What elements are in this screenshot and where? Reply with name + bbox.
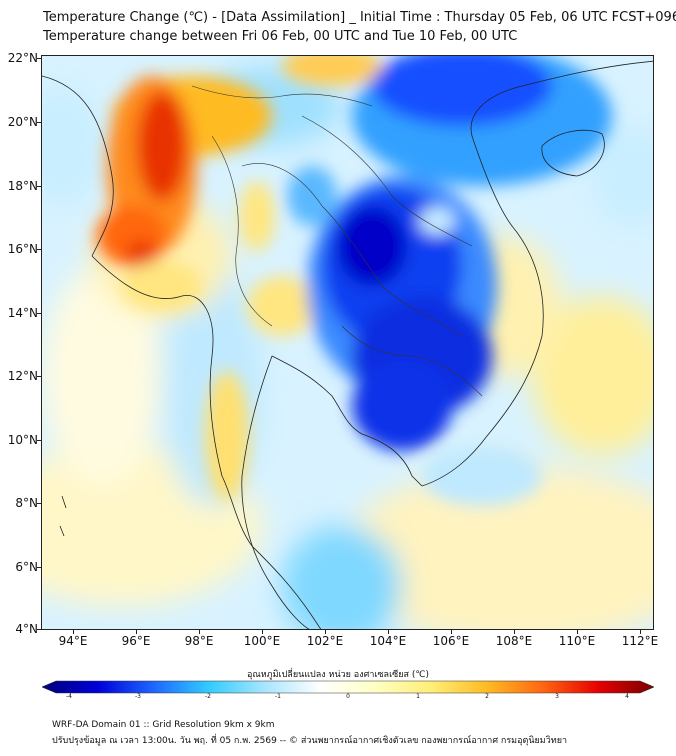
vietnam-coast (421, 60, 653, 487)
border-china (191, 85, 373, 107)
colorbar-tick: 2 (485, 693, 489, 700)
coastlines (42, 60, 653, 629)
lon-tick (136, 630, 137, 634)
lat-tick (37, 122, 41, 123)
lon-tick (262, 630, 263, 634)
lon-tick (640, 630, 641, 634)
lon-tick (514, 630, 515, 634)
lon-label: 96°E (121, 634, 151, 648)
lat-label: 8°N (15, 496, 38, 510)
colorbar-tick: 1 (416, 693, 420, 700)
colorbar-tick: 0 (346, 693, 350, 700)
lat-tick (37, 440, 41, 441)
lon-tick (199, 630, 200, 634)
lon-tick (388, 630, 389, 634)
lat-tick (37, 58, 41, 59)
lon-tick (451, 630, 452, 634)
lon-label: 98°E (184, 634, 214, 648)
lat-label: 14°N (7, 306, 38, 320)
bangladesh-myanmar-coast (42, 75, 114, 257)
border-cambodia (341, 325, 483, 397)
lat-label: 10°N (7, 433, 38, 447)
lat-label: 12°N (7, 369, 38, 383)
temperature-change-map (42, 56, 653, 629)
lat-tick (37, 249, 41, 250)
colorbar-tick: -4 (66, 693, 72, 700)
border-laos-vietnam (301, 115, 473, 247)
lon-label: 108°E (495, 634, 533, 648)
colorbar (41, 679, 655, 694)
hainan-island (541, 129, 605, 177)
colorbar-tick: 4 (625, 693, 629, 700)
lat-label: 18°N (7, 179, 38, 193)
lon-label: 106°E (432, 634, 470, 648)
colorbar-graphic (41, 680, 655, 694)
colorbar-tick: -2 (205, 693, 211, 700)
colorbar-tick: -1 (275, 693, 281, 700)
lat-tick (37, 567, 41, 568)
lat-label: 6°N (15, 560, 38, 574)
colorbar-tick: -3 (135, 693, 141, 700)
lon-label: 102°E (306, 634, 344, 648)
lat-tick (37, 376, 41, 377)
lat-label: 22°N (7, 51, 38, 65)
andaman-islands (59, 495, 67, 537)
lat-label: 16°N (7, 242, 38, 256)
colorbar-title: อุณหภูมิเปลี่ยนแปลง หน่วย องศาเซลเซียส (… (246, 670, 430, 680)
lat-label: 20°N (7, 115, 38, 129)
border-myanmar-thailand (211, 135, 273, 327)
lat-tick (37, 313, 41, 314)
colorbar-bar (41, 680, 655, 694)
map-title-line2: Temperature change between Fri 06 Feb, 0… (43, 29, 518, 44)
admin-borders (191, 85, 483, 397)
malay-peninsula-east-coast (241, 355, 310, 629)
lon-label: 94°E (58, 634, 88, 648)
lon-label: 110°E (558, 634, 596, 648)
lat-label: 4°N (15, 622, 38, 636)
gulf-of-thailand-coast (271, 355, 423, 487)
myanmar-peninsula-west-coast (91, 255, 322, 629)
lat-tick (37, 629, 41, 630)
lat-tick (37, 503, 41, 504)
map-title-line1: Temperature Change (℃) - [Data Assimilat… (43, 10, 676, 25)
lon-label: 100°E (243, 634, 281, 648)
footer-update-credit: ปรับปรุงข้อมูล ณ เวลา 13:00น. วัน พฤ. ที… (52, 736, 568, 746)
colorbar-tick: 3 (555, 693, 559, 700)
field-detail-layer (97, 56, 612, 506)
footer-model-info: WRF-DA Domain 01 :: Grid Resolution 9km … (52, 720, 275, 730)
lon-label: 104°E (369, 634, 407, 648)
map-canvas (41, 55, 654, 630)
lon-label: 112°E (621, 634, 659, 648)
lon-tick (73, 630, 74, 634)
border-thailand-laos (241, 163, 463, 337)
lon-tick (325, 630, 326, 634)
lon-tick (577, 630, 578, 634)
lat-tick (37, 186, 41, 187)
